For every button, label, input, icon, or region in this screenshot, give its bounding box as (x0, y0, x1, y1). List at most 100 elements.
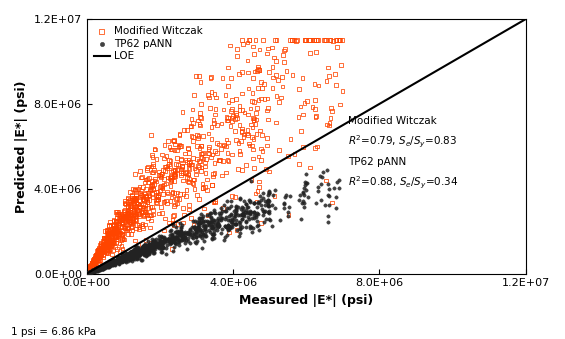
TP62 pANN (102, 262, 111, 268)
TP62 pANN (118, 252, 127, 257)
Modified Witczak (107, 240, 116, 246)
TP62 pANN (227, 212, 236, 217)
TP62 pANN (226, 203, 235, 209)
Modified Witczak (211, 95, 220, 100)
Modified Witczak (214, 158, 223, 163)
TP62 pANN (201, 223, 210, 228)
Modified Witczak (263, 108, 272, 113)
TP62 pANN (191, 232, 200, 237)
TP62 pANN (190, 224, 199, 229)
TP62 pANN (207, 220, 216, 225)
TP62 pANN (131, 252, 140, 258)
TP62 pANN (206, 230, 215, 235)
TP62 pANN (237, 213, 246, 218)
Modified Witczak (170, 139, 179, 144)
TP62 pANN (196, 220, 205, 226)
Modified Witczak (162, 181, 171, 186)
Modified Witczak (205, 151, 214, 156)
TP62 pANN (82, 271, 92, 276)
Modified Witczak (128, 221, 137, 226)
TP62 pANN (99, 265, 108, 271)
Modified Witczak (240, 132, 249, 137)
TP62 pANN (139, 250, 148, 255)
Modified Witczak (186, 160, 195, 165)
Modified Witczak (105, 237, 114, 243)
Modified Witczak (306, 50, 315, 56)
Modified Witczak (262, 143, 271, 148)
TP62 pANN (131, 247, 140, 253)
TP62 pANN (107, 260, 116, 265)
Modified Witczak (140, 222, 149, 227)
TP62 pANN (253, 200, 262, 205)
TP62 pANN (124, 255, 133, 260)
TP62 pANN (216, 231, 225, 236)
TP62 pANN (234, 219, 244, 224)
Modified Witczak (88, 265, 97, 271)
Modified Witczak (238, 107, 247, 113)
Modified Witczak (176, 157, 185, 163)
Modified Witczak (127, 197, 136, 203)
Modified Witczak (190, 186, 199, 192)
TP62 pANN (92, 266, 101, 271)
Modified Witczak (95, 251, 105, 256)
Modified Witczak (86, 265, 95, 270)
Modified Witczak (232, 227, 241, 233)
TP62 pANN (131, 250, 140, 256)
Modified Witczak (84, 267, 93, 273)
Modified Witczak (114, 211, 123, 217)
TP62 pANN (99, 263, 108, 268)
Modified Witczak (90, 257, 99, 263)
Modified Witczak (125, 198, 134, 203)
Modified Witczak (153, 197, 162, 202)
TP62 pANN (102, 260, 111, 265)
Modified Witczak (132, 214, 141, 219)
Modified Witczak (159, 228, 168, 233)
TP62 pANN (208, 225, 217, 231)
TP62 pANN (97, 263, 106, 269)
TP62 pANN (94, 266, 103, 271)
TP62 pANN (157, 242, 166, 247)
TP62 pANN (243, 209, 252, 214)
TP62 pANN (106, 263, 115, 268)
Modified Witczak (84, 268, 93, 274)
TP62 pANN (123, 252, 132, 257)
Modified Witczak (328, 200, 337, 205)
TP62 pANN (86, 269, 95, 275)
Modified Witczak (100, 241, 109, 246)
TP62 pANN (114, 255, 123, 260)
Modified Witczak (288, 38, 297, 43)
Modified Witczak (250, 69, 259, 74)
Modified Witczak (336, 38, 345, 43)
Modified Witczak (302, 38, 311, 43)
TP62 pANN (177, 230, 186, 235)
TP62 pANN (91, 266, 100, 272)
Modified Witczak (231, 112, 240, 118)
Modified Witczak (90, 256, 99, 261)
TP62 pANN (179, 237, 188, 243)
Modified Witczak (106, 228, 115, 234)
Modified Witczak (132, 206, 141, 211)
Modified Witczak (123, 217, 132, 223)
Modified Witczak (108, 231, 118, 236)
Modified Witczak (131, 218, 140, 223)
TP62 pANN (264, 191, 273, 196)
Modified Witczak (212, 150, 221, 155)
Modified Witczak (253, 188, 262, 194)
TP62 pANN (106, 258, 115, 264)
TP62 pANN (103, 263, 112, 268)
TP62 pANN (219, 237, 228, 242)
TP62 pANN (116, 255, 125, 261)
Modified Witczak (274, 147, 283, 153)
TP62 pANN (157, 234, 166, 240)
Modified Witczak (103, 243, 112, 248)
TP62 pANN (144, 246, 153, 251)
Modified Witczak (258, 132, 267, 138)
TP62 pANN (313, 188, 322, 194)
TP62 pANN (131, 246, 140, 251)
Modified Witczak (323, 65, 332, 70)
TP62 pANN (152, 242, 161, 248)
Modified Witczak (277, 74, 286, 80)
Modified Witczak (136, 175, 145, 180)
TP62 pANN (329, 185, 338, 191)
Modified Witczak (167, 174, 176, 180)
